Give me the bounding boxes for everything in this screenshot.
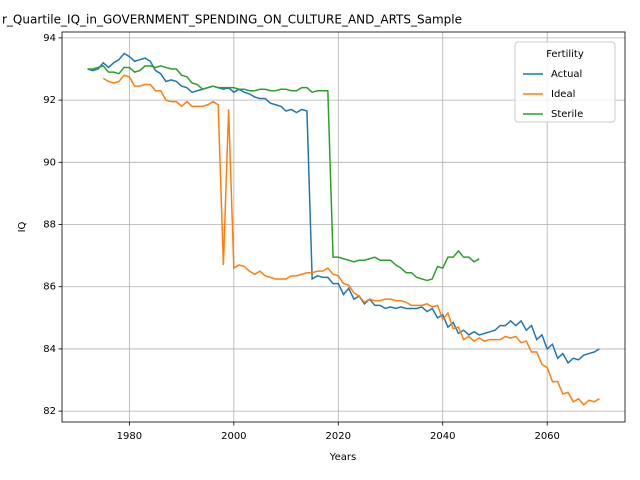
y-tick-label: 82 <box>43 406 56 417</box>
legend-label: Ideal <box>551 89 575 100</box>
y-tick-label: 94 <box>43 33 56 44</box>
y-tick-label: 84 <box>43 344 56 355</box>
line <box>87 65 480 282</box>
y-tick-label: 86 <box>43 282 56 293</box>
legend-box <box>514 41 616 123</box>
legend-title: Fertility <box>546 49 584 60</box>
legend-label: Sterile <box>551 109 583 120</box>
y-tick-label: 88 <box>43 220 56 231</box>
plot-frame <box>61 31 626 423</box>
x-tick-label: 2040 <box>430 431 455 442</box>
y-axis-label: IQ <box>17 221 28 232</box>
x-tick-label: 2060 <box>534 431 559 442</box>
y-tick-label: 90 <box>43 157 56 168</box>
legend-label: Actual <box>551 69 582 80</box>
y-tick-label: 92 <box>43 95 56 106</box>
x-axis-label: Years <box>329 452 356 463</box>
x-tick-label: 2020 <box>326 431 351 442</box>
x-tick-label: 2000 <box>221 431 246 442</box>
line <box>102 74 600 406</box>
chart-title: r_Quartile_IQ_in_GOVERNMENT_SPENDING_ON_… <box>2 13 462 27</box>
x-tick-label: 1980 <box>117 431 142 442</box>
line <box>87 52 600 365</box>
